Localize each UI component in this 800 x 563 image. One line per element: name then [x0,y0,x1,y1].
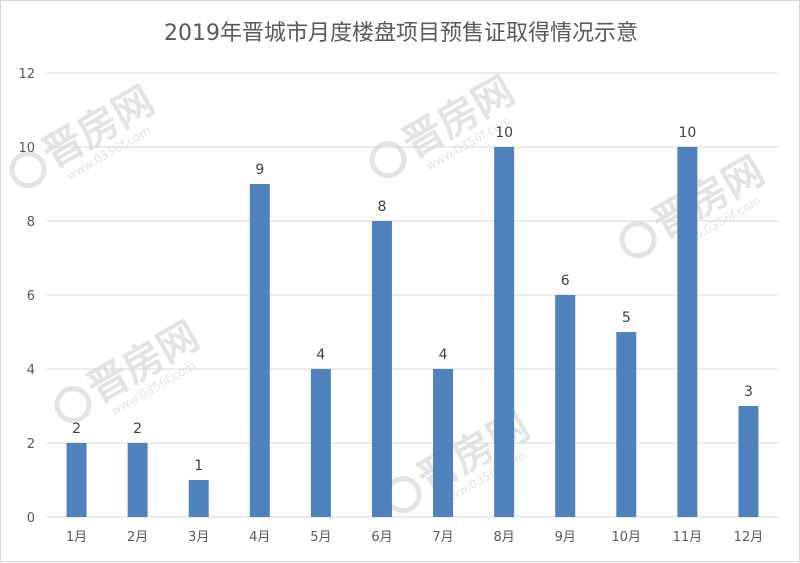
data-label: 4 [439,347,448,363]
x-tick-label: 10月 [612,530,642,545]
x-tick-label: 8月 [493,530,514,545]
watermark-logo-icon [54,386,92,424]
y-tick-label: 10 [18,141,35,156]
data-label: 9 [255,162,264,178]
bar-11月 [677,147,698,517]
bar-10月 [616,332,637,517]
bar-5月 [310,369,331,517]
x-tick-label: 9月 [555,530,576,545]
data-label: 10 [495,125,513,141]
y-tick-label: 6 [27,289,35,304]
data-label: 2 [133,421,142,437]
bar-6月 [371,221,392,517]
x-axis-ticks: 1月 2月 3月 4月 5月 6月 7月 8月 9月 10月 11月 12月 [66,530,763,545]
bar-9月 [555,295,576,517]
y-tick-label: 2 [27,437,35,452]
y-tick-label: 0 [27,511,35,526]
x-tick-label: 3月 [188,530,209,545]
x-tick-label: 4月 [249,530,270,545]
y-axis-ticks: 0 2 4 6 8 10 12 [18,67,35,526]
bar-12月 [738,406,759,517]
data-label: 3 [744,384,753,400]
bars [66,147,759,517]
data-label: 2 [72,421,81,437]
x-tick-label: 1月 [66,530,87,545]
data-label: 8 [377,199,386,215]
data-label: 6 [561,273,570,289]
y-tick-label: 8 [27,215,35,230]
x-tick-label: 2月 [127,530,148,545]
watermark-logo-icon [369,141,407,179]
x-tick-label: 5月 [310,530,331,545]
watermark-logo-icon [619,221,657,259]
x-tick-label: 7月 [432,530,453,545]
bar-1月 [66,443,87,517]
data-label: 1 [194,458,203,474]
x-tick-label: 6月 [371,530,392,545]
y-tick-label: 12 [18,67,35,82]
data-labels: 2 2 1 9 4 8 4 10 6 5 10 3 [72,125,753,474]
data-label: 5 [622,310,631,326]
x-tick-label: 11月 [673,530,703,545]
chart-title: 2019年晋城市月度楼盘项目预售证取得情况示意 [164,21,638,46]
data-label: 4 [316,347,325,363]
bar-4月 [249,184,270,517]
gridlines [46,72,779,518]
watermark-logo-icon [9,151,47,189]
bar-7月 [433,369,454,517]
bar-3月 [188,480,209,517]
bar-8月 [494,147,515,517]
bar-2月 [127,443,148,517]
data-label: 10 [678,125,696,141]
y-tick-label: 4 [27,363,35,378]
x-tick-label: 12月 [734,530,764,545]
